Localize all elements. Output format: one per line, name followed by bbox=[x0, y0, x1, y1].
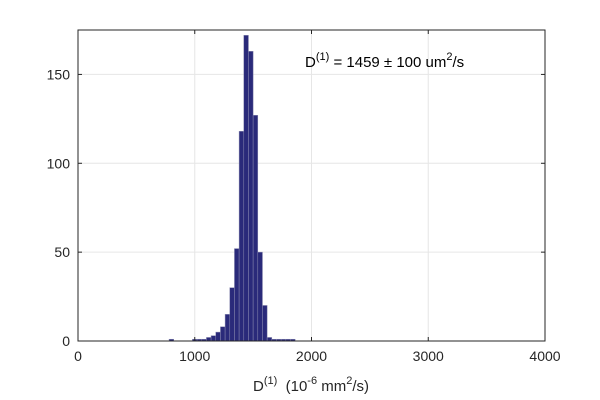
x-tick-label: 1000 bbox=[179, 348, 210, 364]
x-tick-label: 4000 bbox=[529, 348, 560, 364]
annotation-base: D bbox=[305, 54, 316, 71]
histogram-bar bbox=[257, 251, 263, 342]
histogram-bar bbox=[215, 331, 221, 342]
grid-lines bbox=[78, 30, 545, 341]
histogram-bar bbox=[224, 314, 231, 342]
x-label-exp: -6 bbox=[307, 375, 317, 387]
axis-ticks: 0 1000 2000 3000 4000 0 50 100 150 bbox=[47, 30, 561, 364]
x-label-sup: (1) bbox=[264, 375, 277, 387]
x-tick-label: 3000 bbox=[413, 348, 444, 364]
histogram-bar bbox=[220, 326, 226, 342]
annotation-middle: = 1459 ± 100 um bbox=[329, 54, 446, 71]
annotation-unit-sup: 2 bbox=[446, 51, 452, 63]
annotation-tail: /s bbox=[453, 54, 465, 71]
y-tick-label: 50 bbox=[54, 244, 70, 260]
histogram-bar bbox=[206, 337, 212, 342]
histogram-bar bbox=[266, 337, 273, 342]
x-label-unit: mm bbox=[317, 378, 346, 395]
y-tick-label: 100 bbox=[47, 155, 71, 171]
histogram-bar bbox=[252, 115, 259, 342]
annotation-sup: (1) bbox=[316, 51, 329, 63]
y-tick-label: 150 bbox=[47, 66, 71, 82]
x-tick-label: 0 bbox=[74, 348, 82, 364]
histogram-bar bbox=[248, 51, 254, 342]
x-label-base: D bbox=[253, 378, 264, 395]
histogram-bar bbox=[243, 35, 249, 342]
x-tick-label: 2000 bbox=[296, 348, 327, 364]
x-label-rest: (10 bbox=[277, 378, 307, 395]
x-axis-label: D(1) (10-6 mm2/s) bbox=[253, 375, 369, 395]
histogram-bar bbox=[262, 305, 268, 342]
annotation-text: D(1) = 1459 ± 100 um2/s bbox=[305, 51, 464, 71]
y-tick-label: 0 bbox=[62, 333, 70, 349]
histogram-bar bbox=[229, 287, 235, 342]
x-label-unit-sup: 2 bbox=[346, 375, 352, 387]
x-label-tail: /s) bbox=[352, 378, 369, 395]
histogram-bar bbox=[210, 335, 217, 342]
histogram-bar bbox=[234, 248, 240, 342]
histogram-bar bbox=[238, 131, 245, 342]
